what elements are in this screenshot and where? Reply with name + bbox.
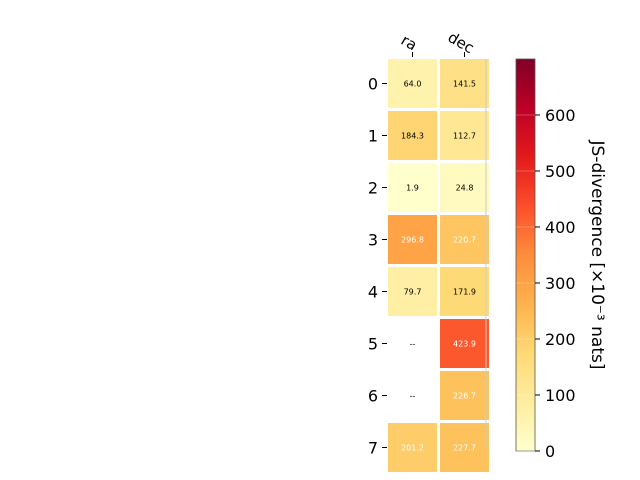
row-label: 1 xyxy=(368,127,378,146)
heatmap-cell xyxy=(388,267,437,316)
colorbar-label: JS-divergence [×10⁻³ nats] xyxy=(587,140,607,370)
column-labels: ra dec xyxy=(398,28,477,57)
heatmap-cell xyxy=(388,59,437,108)
heatmap-cell xyxy=(440,319,489,368)
cell-value-label: 171.9 xyxy=(453,288,476,297)
colorbar-tick-label: 0 xyxy=(545,442,555,461)
colorbar-tick-label: 200 xyxy=(545,330,576,349)
cell-value-label: 423.9 xyxy=(453,340,476,349)
cell-value-label: 79.7 xyxy=(404,288,422,297)
cell-value-label: 220.7 xyxy=(453,236,476,245)
cell-value-label: 64.0 xyxy=(404,80,422,89)
cell-value-label: -- xyxy=(410,340,416,349)
colorbar-ticks: 0 100 200 300 400 500 600 xyxy=(516,106,576,461)
cell-value-label: 227.7 xyxy=(453,444,476,453)
cell-value-label: 226.7 xyxy=(453,392,476,401)
row-label: 7 xyxy=(368,439,378,458)
colorbar-tick-label: 300 xyxy=(545,274,576,293)
heatmap-cell xyxy=(440,423,489,472)
row-label: 3 xyxy=(368,231,378,250)
colorbar-tick-label: 400 xyxy=(545,218,576,237)
cell-value-label: 141.5 xyxy=(453,80,476,89)
column-label: ra xyxy=(398,31,420,54)
row-label: 6 xyxy=(368,387,378,406)
heatmap-cell xyxy=(388,111,437,160)
heatmap-cell xyxy=(440,111,489,160)
colorbar-gradient xyxy=(515,58,536,452)
heatmap-cell xyxy=(440,59,489,108)
row-label: 0 xyxy=(368,75,378,94)
colorbar-tick-label: 500 xyxy=(545,162,576,181)
heatmap-cell xyxy=(440,163,489,212)
cell-value-label: 201.2 xyxy=(401,444,424,453)
row-label: 4 xyxy=(368,283,378,302)
heatmap-cell xyxy=(440,215,489,264)
row-label: 2 xyxy=(368,179,378,198)
heatmap-cell xyxy=(388,163,437,212)
cell-value-label: 1.9 xyxy=(406,184,419,193)
colorbar: 0 100 200 300 400 500 600 JS-divergence [×10⁻³… xyxy=(515,58,607,461)
cell-value-label: -- xyxy=(410,392,416,401)
cell-value-label: 112.7 xyxy=(453,132,476,141)
heatmap-cell xyxy=(440,371,489,420)
colorbar-tick-label: 600 xyxy=(545,106,576,125)
heatmap-cell xyxy=(388,215,437,264)
column-label: dec xyxy=(445,28,477,57)
cell-value-label: 184.3 xyxy=(401,132,424,141)
heatmap-cell xyxy=(440,267,489,316)
cell-value-label: 24.8 xyxy=(456,184,474,193)
row-label: 5 xyxy=(368,335,378,354)
heatmap-cell xyxy=(388,423,437,472)
heatmap-cells: 64.0 141.5 184.3 112.7 1.9 24.8 296.8 220.7 79.7… xyxy=(388,59,489,472)
row-labels: 0 1 2 3 4 5 6 7 xyxy=(368,75,387,458)
colorbar-tick-label: 100 xyxy=(545,386,576,405)
cell-value-label: 296.8 xyxy=(401,236,424,245)
